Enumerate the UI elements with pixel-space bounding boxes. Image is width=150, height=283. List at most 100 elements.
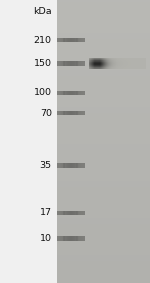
Bar (145, 63, 146, 64)
Bar (108, 68, 109, 69)
Bar (96, 59, 97, 60)
Bar (142, 67, 143, 68)
Bar (79, 111, 80, 115)
Bar (130, 66, 132, 67)
Bar (131, 62, 133, 63)
Bar (59, 61, 60, 66)
Bar (97, 61, 98, 62)
Bar (116, 67, 117, 68)
Bar (127, 64, 128, 65)
Bar (127, 65, 128, 66)
Bar (93, 66, 94, 67)
Bar (106, 64, 107, 65)
Bar (109, 59, 110, 60)
Bar (143, 58, 144, 59)
Bar (67, 38, 68, 42)
Bar (100, 62, 102, 63)
Bar (70, 211, 71, 215)
Bar (94, 68, 95, 69)
Bar (124, 59, 125, 60)
Bar (118, 59, 119, 60)
Bar (101, 64, 103, 65)
Bar (95, 64, 96, 65)
Bar (123, 64, 124, 65)
Bar (115, 65, 116, 66)
Bar (124, 63, 125, 64)
Bar (109, 63, 110, 64)
Bar (108, 59, 109, 60)
Bar (130, 67, 131, 68)
Bar (97, 64, 98, 65)
Bar (75, 38, 76, 42)
Bar (108, 64, 109, 65)
Bar (111, 65, 112, 66)
Bar (138, 67, 139, 68)
Bar (94, 63, 95, 64)
Bar (136, 64, 137, 65)
Bar (90, 67, 91, 68)
Bar (90, 66, 91, 67)
Bar (64, 211, 66, 215)
Bar (76, 61, 78, 66)
Bar (100, 65, 102, 66)
Bar (76, 236, 78, 241)
Bar (113, 60, 114, 61)
Bar (134, 61, 135, 62)
Bar (69, 38, 70, 42)
Bar (118, 67, 119, 68)
Bar (74, 61, 75, 66)
Bar (113, 63, 114, 64)
Bar (114, 67, 115, 68)
Bar (121, 68, 122, 69)
Bar (131, 60, 133, 61)
Bar (60, 111, 61, 115)
Bar (62, 111, 63, 115)
Bar (80, 111, 81, 115)
Bar (134, 60, 135, 61)
Bar (129, 67, 130, 68)
Bar (66, 38, 67, 42)
Bar (106, 62, 107, 63)
Bar (117, 67, 118, 68)
Bar (115, 59, 116, 60)
Bar (129, 60, 130, 61)
Bar (108, 62, 109, 63)
Bar (72, 163, 73, 168)
Bar (96, 67, 97, 68)
Bar (122, 63, 123, 64)
Bar (115, 61, 116, 62)
Bar (105, 67, 106, 68)
Bar (124, 60, 125, 61)
Bar (122, 67, 123, 68)
Bar (114, 64, 115, 65)
Bar (107, 64, 108, 65)
Bar (96, 64, 97, 65)
Bar (90, 63, 91, 64)
Bar (75, 236, 77, 241)
Bar (132, 65, 134, 66)
Bar (132, 60, 134, 61)
Bar (114, 62, 115, 63)
Bar (95, 59, 96, 60)
Bar (75, 211, 76, 215)
Bar (62, 91, 63, 95)
Bar (102, 63, 104, 64)
Bar (106, 61, 107, 62)
Bar (97, 67, 98, 68)
Bar (119, 60, 120, 61)
Bar (75, 61, 77, 66)
Bar (90, 58, 91, 59)
Bar (91, 68, 92, 69)
Bar (71, 211, 72, 215)
Bar (141, 61, 142, 62)
Bar (100, 68, 101, 69)
Bar (75, 163, 76, 168)
Bar (106, 66, 107, 67)
Bar (123, 59, 124, 60)
Bar (57, 61, 58, 66)
Bar (70, 111, 71, 115)
Bar (89, 60, 90, 61)
Bar (116, 63, 118, 64)
Bar (92, 65, 93, 66)
Bar (143, 68, 144, 69)
